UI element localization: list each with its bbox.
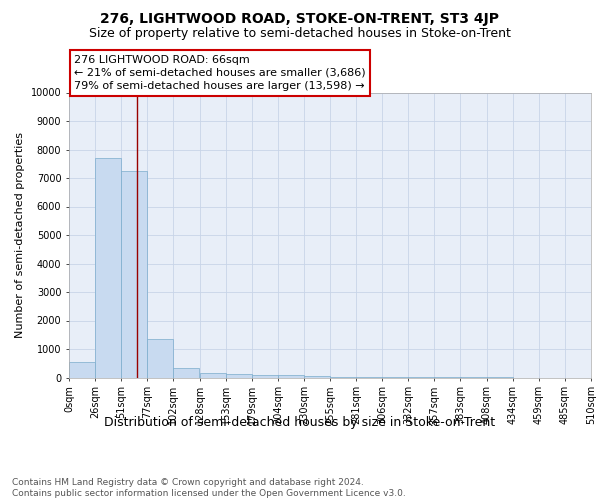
Bar [69, 362, 95, 378]
Bar [304, 376, 330, 378]
Text: 276, LIGHTWOOD ROAD, STOKE-ON-TRENT, ST3 4JP: 276, LIGHTWOOD ROAD, STOKE-ON-TRENT, ST3… [101, 12, 499, 26]
Text: Size of property relative to semi-detached houses in Stoke-on-Trent: Size of property relative to semi-detach… [89, 28, 511, 40]
Bar [252, 374, 278, 378]
Text: Distribution of semi-detached houses by size in Stoke-on-Trent: Distribution of semi-detached houses by … [104, 416, 496, 429]
Bar [199, 372, 226, 378]
Text: Contains HM Land Registry data © Crown copyright and database right 2024.
Contai: Contains HM Land Registry data © Crown c… [12, 478, 406, 498]
Text: 276 LIGHTWOOD ROAD: 66sqm
← 21% of semi-detached houses are smaller (3,686)
79% : 276 LIGHTWOOD ROAD: 66sqm ← 21% of semi-… [74, 54, 366, 91]
Bar [121, 171, 148, 378]
Bar [173, 368, 199, 378]
Bar [330, 377, 356, 378]
Bar [226, 374, 252, 378]
Y-axis label: Number of semi-detached properties: Number of semi-detached properties [15, 132, 25, 338]
Bar [95, 158, 121, 378]
Bar [148, 339, 173, 378]
Bar [278, 376, 304, 378]
